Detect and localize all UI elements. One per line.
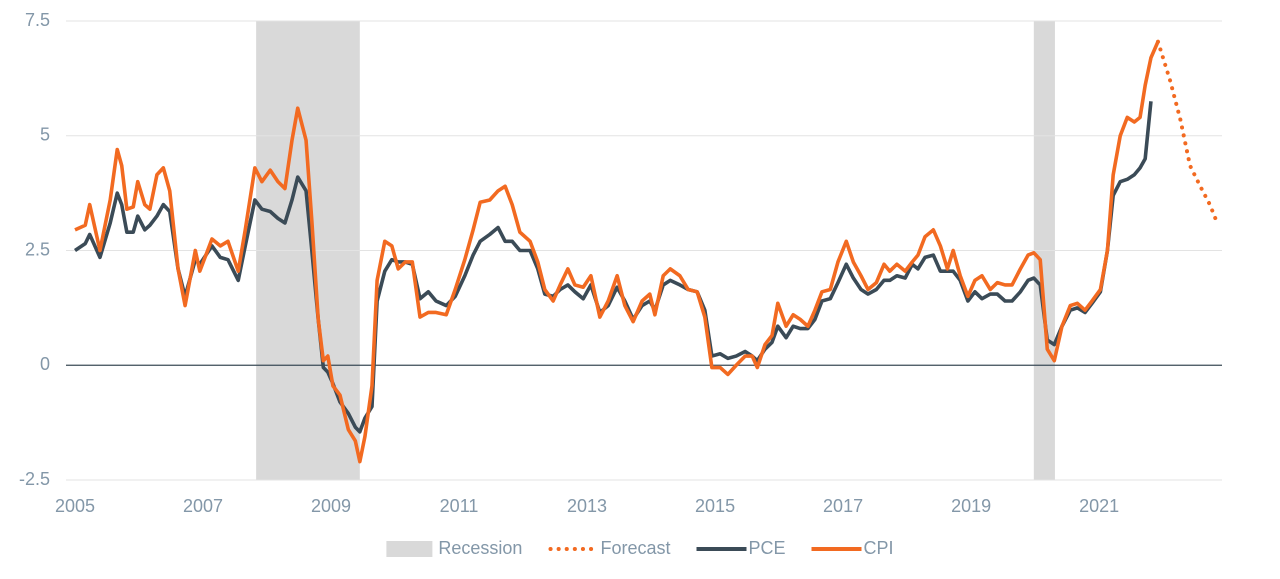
x-tick-label: 2007: [183, 496, 223, 516]
series-line: [74, 40, 1160, 464]
y-tick-label: 0: [40, 354, 50, 374]
x-tick-label: 2009: [311, 496, 351, 516]
x-tick-label: 2013: [567, 496, 607, 516]
series-line: [1155, 39, 1221, 228]
x-tick-label: 2019: [951, 496, 991, 516]
x-tick-label: 2021: [1079, 496, 1119, 516]
legend-label: PCE: [749, 538, 786, 558]
legend-item: Recession: [386, 538, 522, 558]
y-tick-label: 5: [40, 125, 50, 145]
legend-swatch: [386, 541, 433, 557]
x-tick-label: 2017: [823, 496, 863, 516]
grid-layer: [66, 20, 1222, 481]
series-line: [73, 101, 1153, 434]
legend-label: CPI: [864, 538, 894, 558]
y-tick-label: -2.5: [19, 469, 50, 489]
y-tick-label: 7.5: [25, 10, 50, 30]
line-layer: [73, 39, 1221, 464]
x-tick-label: 2011: [440, 496, 479, 516]
y-tick-label: 2.5: [25, 239, 50, 259]
label-layer: -2.5 0 2.5 5 7.5 2005 2007 2009 2011 2013 2015 2017…: [19, 10, 1119, 516]
legend-item: Forecast: [548, 538, 671, 558]
legend: Recession Forecast PCE CPI: [386, 538, 894, 558]
legend-item: CPI: [811, 538, 894, 558]
x-tick-label: 2015: [695, 496, 735, 516]
legend-item: PCE: [696, 538, 786, 558]
x-tick-label: 2005: [55, 496, 95, 516]
legend-label: Recession: [438, 538, 522, 558]
legend-label: Forecast: [601, 538, 671, 558]
